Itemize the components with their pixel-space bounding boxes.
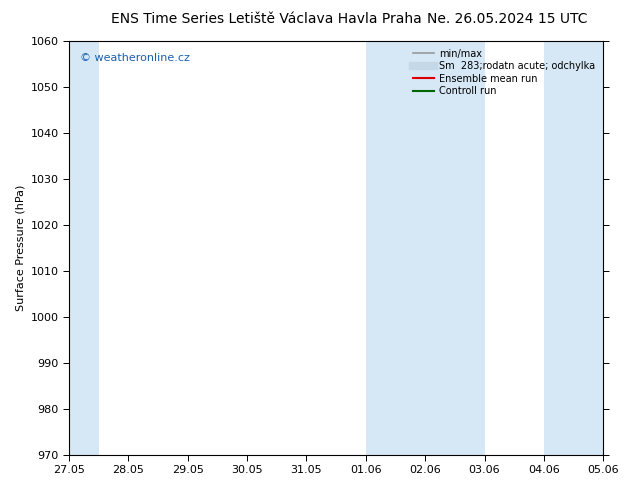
Y-axis label: Surface Pressure (hPa): Surface Pressure (hPa) bbox=[15, 185, 25, 311]
Text: © weatheronline.cz: © weatheronline.cz bbox=[80, 53, 190, 64]
Bar bbox=[425, 41, 484, 455]
Bar bbox=[366, 41, 425, 455]
Text: Ne. 26.05.2024 15 UTC: Ne. 26.05.2024 15 UTC bbox=[427, 12, 588, 26]
Bar bbox=[603, 41, 634, 455]
Bar bbox=[69, 41, 99, 455]
Legend: min/max, Sm  283;rodatn acute; odchylka, Ensemble mean run, Controll run: min/max, Sm 283;rodatn acute; odchylka, … bbox=[410, 46, 598, 99]
Bar bbox=[544, 41, 603, 455]
Text: ENS Time Series Letiště Václava Havla Praha: ENS Time Series Letiště Václava Havla Pr… bbox=[111, 12, 422, 26]
